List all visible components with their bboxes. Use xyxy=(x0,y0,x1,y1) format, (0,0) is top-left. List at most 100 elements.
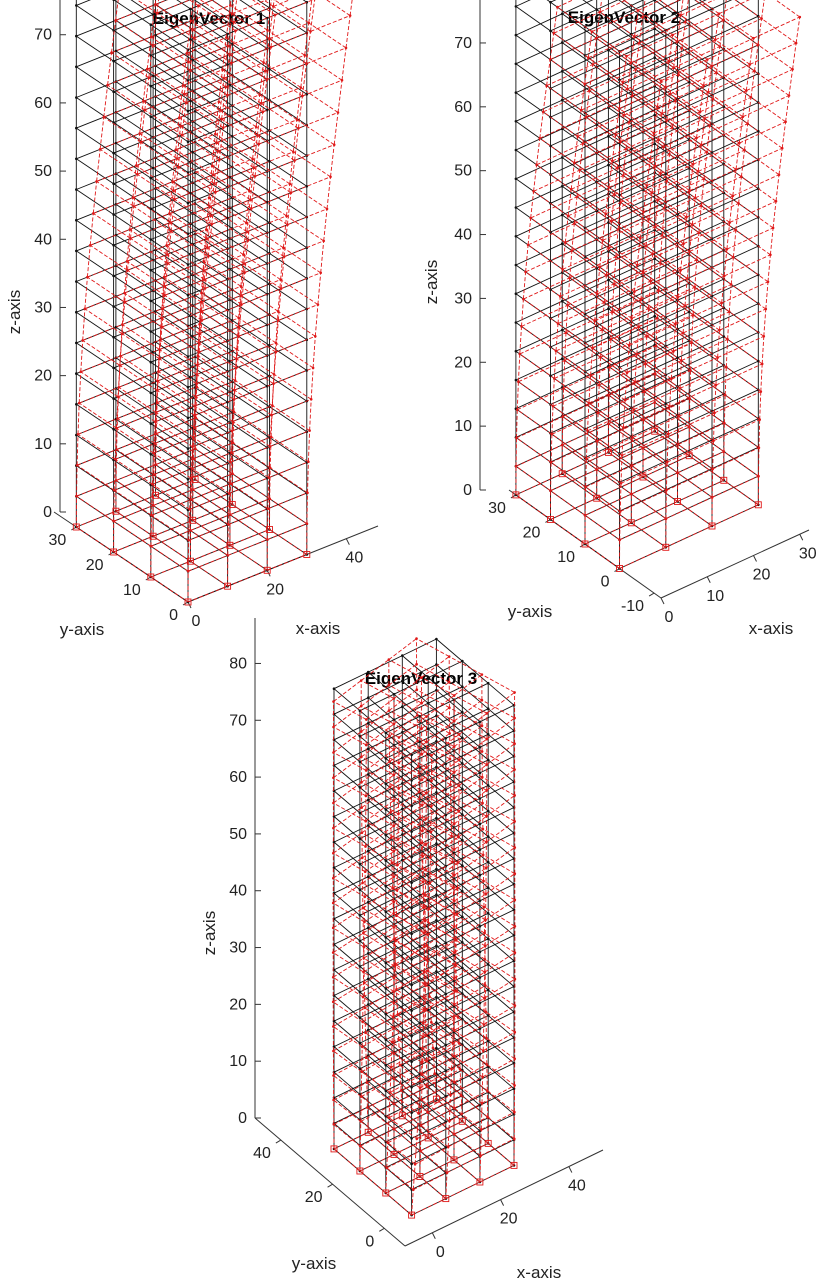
support-marker xyxy=(191,476,199,483)
undeformed-frame-node xyxy=(75,34,78,38)
mode-shape-frame-member xyxy=(615,113,663,136)
mode-shape-frame-member xyxy=(646,159,651,186)
mode-shape-frame-member xyxy=(631,437,634,466)
mode-shape-frame-node xyxy=(591,346,594,350)
mode-shape-frame-member xyxy=(590,348,593,376)
undeformed-frame-member xyxy=(367,850,395,874)
mode-shape-frame-member xyxy=(619,511,621,540)
mode-shape-frame-member xyxy=(195,396,234,422)
mode-shape-frame-member xyxy=(268,38,307,65)
mode-shape-frame-member xyxy=(675,100,711,126)
mode-shape-frame-member xyxy=(227,79,267,96)
mode-shape-frame-member xyxy=(707,91,744,118)
mode-shape-frame-node xyxy=(712,439,715,443)
mode-shape-frame-member xyxy=(701,123,748,146)
mode-shape-frame-member xyxy=(613,283,649,309)
undeformed-frame-member xyxy=(402,919,437,938)
undeformed-frame-member xyxy=(385,1141,412,1165)
mode-shape-frame-member xyxy=(616,141,622,169)
mode-shape-frame-member xyxy=(192,458,194,490)
mode-shape-frame-member xyxy=(114,474,155,491)
mode-shape-frame-member xyxy=(627,67,674,90)
undeformed-frame-member xyxy=(411,942,446,960)
mode-shape-frame-member xyxy=(187,540,190,572)
mode-shape-frame-node xyxy=(688,425,691,429)
mode-shape-frame-member xyxy=(333,112,339,145)
mode-shape-frame-member xyxy=(188,554,228,572)
mode-shape-frame-member xyxy=(221,118,260,145)
mode-shape-frame-member xyxy=(672,324,676,352)
undeformed-frame-node xyxy=(514,62,518,66)
undeformed-frame-member xyxy=(385,988,412,1011)
mode-shape-frame-node xyxy=(749,96,753,99)
mode-shape-frame-member xyxy=(252,0,276,16)
mode-shape-frame-member xyxy=(115,449,118,481)
mode-shape-frame-member xyxy=(652,226,656,254)
mode-shape-frame-node xyxy=(642,210,645,214)
undeformed-frame-member xyxy=(152,413,191,439)
y-tick-label: 40 xyxy=(253,1145,271,1162)
mode-shape-frame-node xyxy=(253,175,257,178)
mode-shape-frame-node xyxy=(780,146,784,150)
undeformed-frame-member xyxy=(76,434,114,461)
mode-shape-frame-node xyxy=(119,354,122,358)
mode-shape-frame-member xyxy=(628,121,664,148)
mode-shape-frame-member xyxy=(714,13,720,40)
mode-shape-frame-member xyxy=(712,440,714,470)
mode-shape-frame-node xyxy=(633,35,636,38)
mode-shape-frame-member xyxy=(195,365,198,397)
undeformed-frame-member xyxy=(385,1064,412,1088)
undeformed-frame-node xyxy=(560,98,564,102)
mode-shape-frame-member xyxy=(231,452,270,478)
mode-shape-frame-node xyxy=(207,196,211,200)
mode-shape-frame-node xyxy=(549,489,552,493)
mode-shape-frame-member xyxy=(186,37,227,54)
mode-shape-frame-member xyxy=(208,165,213,198)
mode-shape-frame-node xyxy=(189,529,192,532)
mode-shape-frame-member xyxy=(551,406,554,435)
undeformed-frame-member xyxy=(479,807,515,825)
mode-shape-frame-member xyxy=(592,64,628,90)
undeformed-frame-member xyxy=(232,350,270,377)
mode-shape-frame-member xyxy=(730,284,767,310)
undeformed-frame-node xyxy=(560,185,564,188)
mode-shape-frame-node xyxy=(269,45,273,49)
support-marker xyxy=(226,541,234,549)
mode-shape-frame-member xyxy=(197,348,237,366)
undeformed-frame-node xyxy=(607,307,610,311)
mode-shape-frame-member xyxy=(661,87,666,114)
mode-shape-frame-member xyxy=(666,468,713,491)
mode-shape-frame-member xyxy=(712,72,717,100)
mode-shape-frame-member xyxy=(153,421,156,454)
mode-shape-frame-member xyxy=(173,174,214,192)
undeformed-frame-member xyxy=(487,964,515,987)
mode-shape-frame-member xyxy=(659,262,696,288)
mode-shape-frame-node xyxy=(756,43,760,47)
mode-shape-frame-member xyxy=(549,33,555,60)
mode-shape-frame-node xyxy=(564,241,567,244)
mode-shape-frame-member xyxy=(515,444,563,467)
mode-shape-frame-node xyxy=(200,300,203,304)
mode-shape-frame-member xyxy=(668,412,715,435)
undeformed-frame-member xyxy=(385,818,421,836)
undeformed-frame-member xyxy=(232,412,270,438)
z-tick-label: 30 xyxy=(229,940,247,957)
undeformed-frame-member xyxy=(150,484,189,511)
undeformed-frame-member xyxy=(76,189,114,215)
mode-shape-frame-member xyxy=(277,310,316,337)
mode-shape-frame-member xyxy=(680,332,684,361)
mode-shape-frame-member xyxy=(608,395,644,421)
undeformed-frame-member xyxy=(115,265,154,292)
z-tick-label: 50 xyxy=(454,163,472,180)
y-tick-label: 10 xyxy=(123,582,141,599)
mode-shape-frame-member xyxy=(592,320,596,349)
mode-shape-frame-node xyxy=(322,239,326,243)
mode-shape-frame-member xyxy=(115,396,119,429)
mode-shape-frame-node xyxy=(286,223,289,226)
mode-shape-frame-member xyxy=(234,373,275,391)
mode-shape-frame-member xyxy=(140,141,179,168)
mode-shape-frame-member xyxy=(613,262,661,285)
mode-shape-frame-member xyxy=(636,332,684,355)
mode-shape-frame-member xyxy=(89,213,94,246)
mode-shape-frame-member xyxy=(323,208,328,241)
